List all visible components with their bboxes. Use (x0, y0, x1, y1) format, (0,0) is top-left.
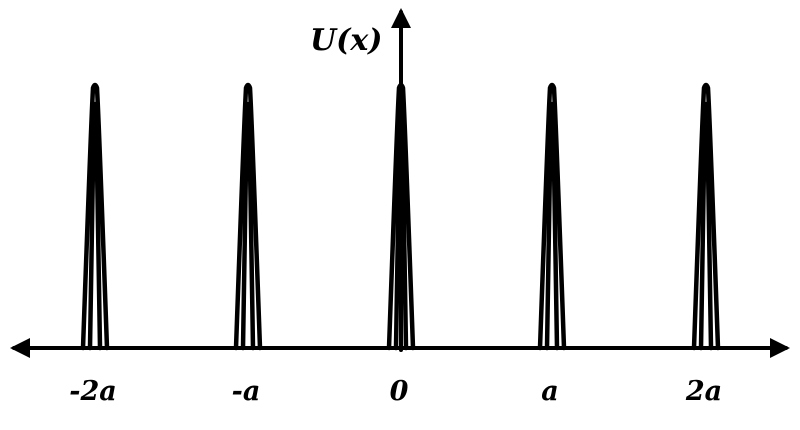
potential-peaks (80, 82, 721, 351)
tick-label-minus-a: -a (232, 376, 261, 407)
tick-label-minus-2a: -2a (69, 376, 117, 407)
y-axis-label: U(x) (310, 23, 382, 58)
peak-a (537, 82, 567, 351)
tick-label-2a: 2a (685, 376, 722, 407)
peak-minus-a (233, 82, 263, 351)
peak-2a (691, 82, 721, 351)
tick-label-a: a (541, 376, 559, 407)
tick-label-zero: 0 (390, 376, 409, 407)
peak-zero (386, 82, 416, 351)
tick-labels: -2a -a 0 a 2a (69, 376, 722, 407)
peak-minus-2a (80, 82, 110, 351)
